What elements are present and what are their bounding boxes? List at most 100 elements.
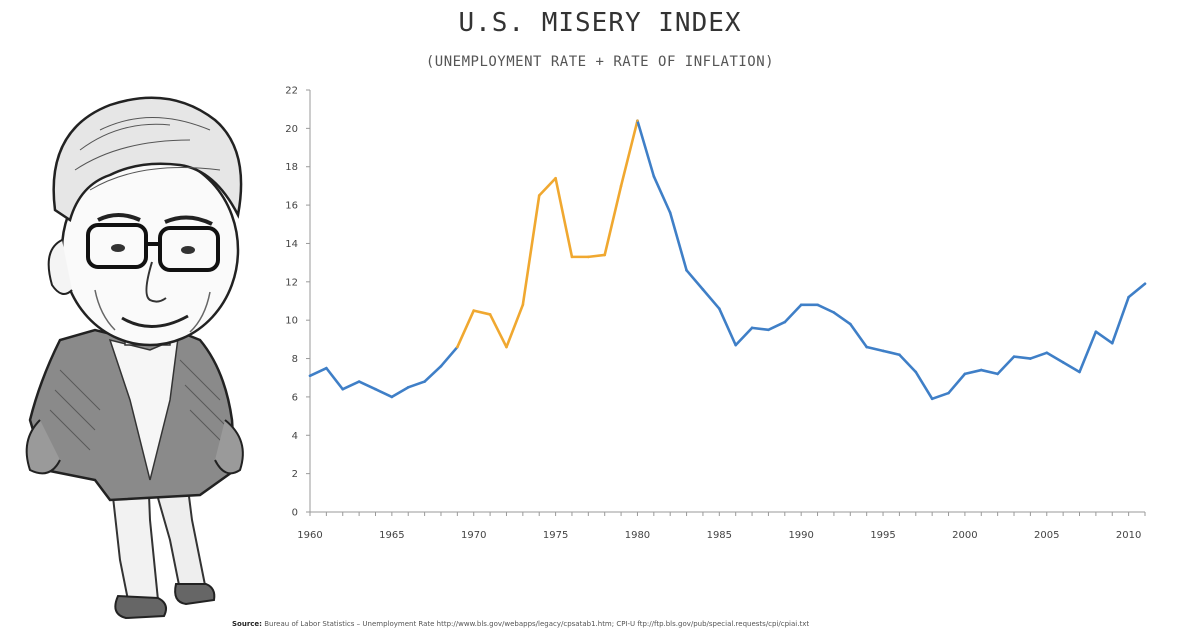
x-tick-label: 1985 xyxy=(707,530,732,541)
series-segment xyxy=(423,364,443,383)
x-axis: 1960 1965 1970 1975 1980 1985 1990 1995 2000 2005… xyxy=(297,511,1146,541)
series-segment xyxy=(1110,295,1130,345)
data-point xyxy=(980,368,983,372)
data-point xyxy=(963,372,967,376)
data-point xyxy=(439,365,443,368)
series-segment-highlight xyxy=(488,313,508,349)
y-tick-label: 22 xyxy=(285,86,298,97)
series-segment xyxy=(1094,330,1114,345)
series-segment-highlight xyxy=(587,253,607,259)
y-tick-label: 6 xyxy=(292,392,298,403)
y-axis: 0 2 4 6 8 10 12 14 16 18 20 22 xyxy=(285,86,311,519)
misery-index-series xyxy=(308,119,1147,401)
series-segment xyxy=(668,211,688,272)
data-point xyxy=(488,313,492,316)
series-segment xyxy=(439,345,459,368)
series-segment xyxy=(1029,351,1049,360)
series-segment xyxy=(963,368,983,376)
data-point xyxy=(898,353,901,356)
data-point xyxy=(652,175,656,178)
x-tick-label: 2000 xyxy=(952,530,977,541)
data-point xyxy=(1061,361,1065,364)
data-point xyxy=(996,372,999,376)
series-segment xyxy=(767,320,787,332)
series-segment xyxy=(1078,330,1098,374)
data-point xyxy=(1111,342,1114,345)
data-point xyxy=(1078,370,1081,374)
series-segment xyxy=(848,322,868,349)
x-tick-label: 1960 xyxy=(297,530,322,541)
series-segment xyxy=(734,326,754,347)
series-segment xyxy=(308,366,328,378)
data-point xyxy=(1127,295,1130,299)
series-segment-highlight xyxy=(554,176,574,259)
data-point xyxy=(685,269,688,272)
x-tick-label: 1975 xyxy=(543,530,568,541)
data-point xyxy=(423,380,426,383)
data-point xyxy=(1143,282,1147,285)
y-tick-label: 14 xyxy=(285,239,298,250)
data-point xyxy=(767,328,770,331)
data-point xyxy=(1029,357,1032,360)
x-tick-label: 1980 xyxy=(625,530,650,541)
data-point xyxy=(718,307,721,310)
y-tick-label: 16 xyxy=(285,201,298,212)
data-point xyxy=(1012,355,1016,358)
data-point xyxy=(750,326,754,330)
caricature-illustration xyxy=(25,96,244,620)
x-tick-label: 1990 xyxy=(788,530,813,541)
series-segment xyxy=(1127,282,1147,299)
series-segment-highlight xyxy=(537,176,557,197)
series-segment xyxy=(947,372,967,395)
data-point xyxy=(783,320,787,324)
y-tick-label: 20 xyxy=(285,124,298,135)
x-tick-label: 2010 xyxy=(1116,530,1141,541)
data-point xyxy=(456,345,459,349)
series-segment-highlight xyxy=(603,184,623,257)
series-segment xyxy=(979,368,999,376)
y-tick-label: 18 xyxy=(285,162,298,173)
series-segment xyxy=(652,175,672,215)
x-tick-label: 1970 xyxy=(461,530,486,541)
series-segment xyxy=(701,288,721,310)
data-point xyxy=(668,211,672,214)
y-tick-label: 10 xyxy=(285,316,298,327)
series-segment xyxy=(881,349,901,357)
series-segment xyxy=(783,303,803,324)
chart-title: U.S. MISERY INDEX xyxy=(458,8,742,38)
series-segment xyxy=(816,303,836,314)
data-point xyxy=(865,345,868,349)
data-point xyxy=(308,374,312,378)
data-point xyxy=(636,119,639,122)
series-segment-highlight xyxy=(456,309,476,349)
x-tick-label: 1965 xyxy=(379,530,404,541)
data-point xyxy=(570,255,574,259)
data-point xyxy=(505,345,508,349)
series-segment-highlight xyxy=(619,119,639,188)
series-segment xyxy=(685,269,705,291)
data-point xyxy=(603,253,606,257)
data-point xyxy=(832,311,836,314)
data-point xyxy=(1094,330,1098,333)
data-point xyxy=(619,184,623,188)
data-point xyxy=(816,303,819,307)
data-point xyxy=(554,177,557,180)
series-segment xyxy=(1045,351,1065,364)
data-point xyxy=(1045,351,1048,354)
series-segment xyxy=(1012,355,1032,360)
x-tick-label: 1995 xyxy=(870,530,895,541)
series-segment xyxy=(865,345,885,353)
source-text: Bureau of Labor Statistics – Unemploymen… xyxy=(264,620,810,628)
series-segment xyxy=(357,380,377,391)
series-segment xyxy=(390,386,410,399)
series-segment xyxy=(341,380,361,391)
data-point xyxy=(701,288,705,291)
source-label: Source: xyxy=(232,620,262,628)
x-tick-label: 2005 xyxy=(1034,530,1059,541)
data-point xyxy=(734,343,737,347)
series-segment xyxy=(898,353,918,374)
series-segment xyxy=(1061,361,1081,374)
series-segment xyxy=(374,387,394,399)
data-point xyxy=(407,386,410,389)
